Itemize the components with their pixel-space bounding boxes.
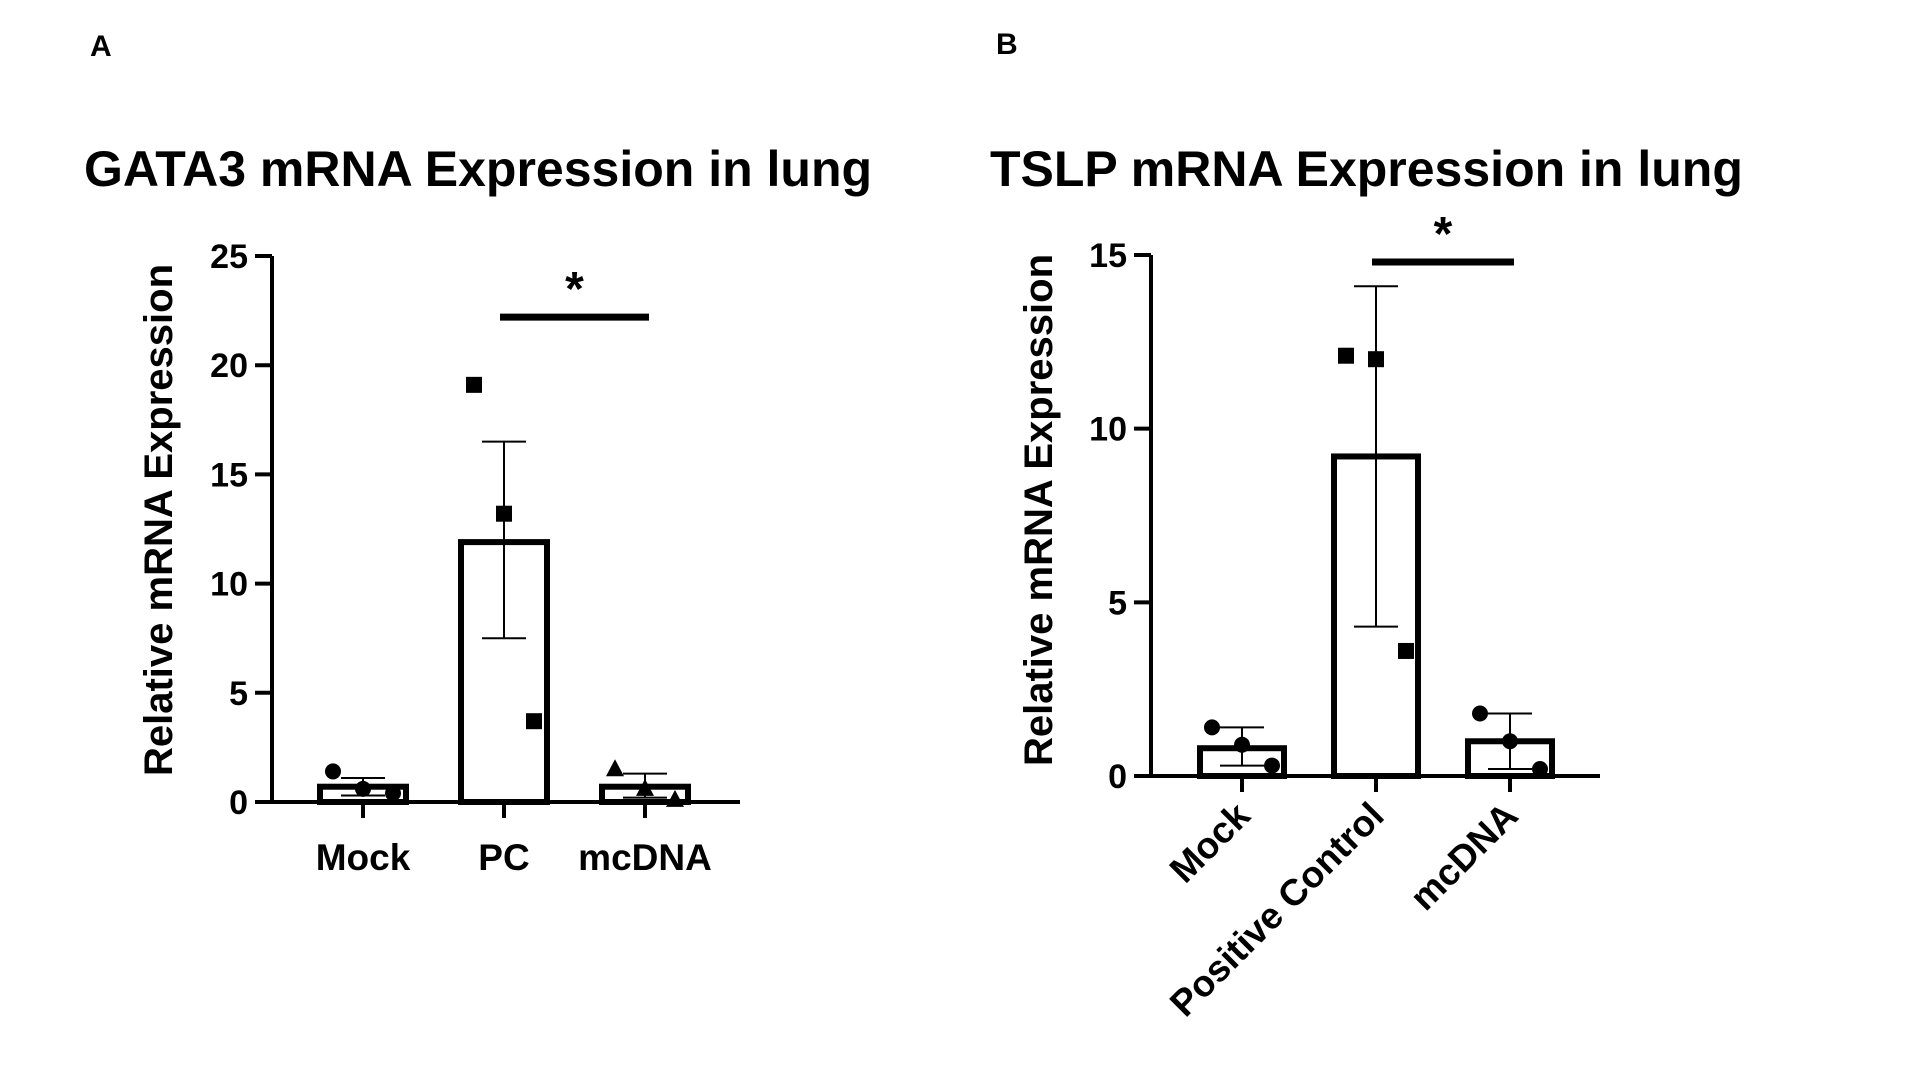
data-point-triangle: [636, 778, 654, 796]
data-point-square: [1368, 351, 1384, 368]
y-axis-label: Relative mRNA Expression: [137, 264, 181, 776]
panel-letter-a: A: [90, 30, 112, 63]
x-tick-label: PC: [478, 837, 529, 878]
data-point-circle: [1264, 757, 1280, 774]
y-axis-label: Relative mRNA Expression: [1017, 254, 1061, 766]
y-tick-label: 5: [229, 675, 248, 713]
data-point-square: [496, 505, 512, 522]
y-tick-label: 0: [1108, 758, 1127, 796]
data-point-square: [1398, 642, 1414, 659]
significance-label: *: [565, 263, 584, 316]
data-point-square: [526, 713, 542, 730]
y-tick-label: 25: [210, 238, 248, 276]
y-tick-label: 15: [1089, 237, 1127, 275]
data-point-circle: [385, 785, 401, 802]
data-point-circle: [1532, 761, 1548, 778]
x-tick-label: Mock: [316, 837, 411, 878]
data-point-triangle: [606, 759, 624, 777]
x-tick-label: Mock: [1162, 794, 1258, 890]
y-tick-label: 5: [1108, 584, 1127, 622]
chart-title-tslp: TSLP mRNA Expression in lung: [990, 141, 1743, 197]
data-point-square: [466, 376, 482, 393]
data-point-circle: [325, 763, 341, 780]
significance-label: *: [1434, 208, 1453, 261]
data-point-circle: [1204, 719, 1220, 736]
data-point-square: [1338, 347, 1354, 364]
panel-letter-b: B: [996, 28, 1018, 61]
data-point-circle: [1234, 736, 1250, 753]
data-point-triangle: [666, 789, 684, 807]
y-tick-label: 15: [210, 456, 248, 494]
x-tick-label: mcDNA: [1402, 795, 1525, 918]
chart-title-gata3: GATA3 mRNA Expression in lung: [84, 141, 873, 197]
data-point-circle: [355, 780, 371, 797]
y-tick-label: 0: [229, 784, 248, 822]
y-tick-label: 20: [210, 347, 248, 385]
x-tick-label: mcDNA: [578, 837, 712, 878]
data-point-circle: [1502, 733, 1518, 750]
y-tick-label: 10: [1089, 411, 1127, 449]
y-tick-label: 10: [210, 566, 248, 604]
data-point-circle: [1472, 705, 1488, 722]
